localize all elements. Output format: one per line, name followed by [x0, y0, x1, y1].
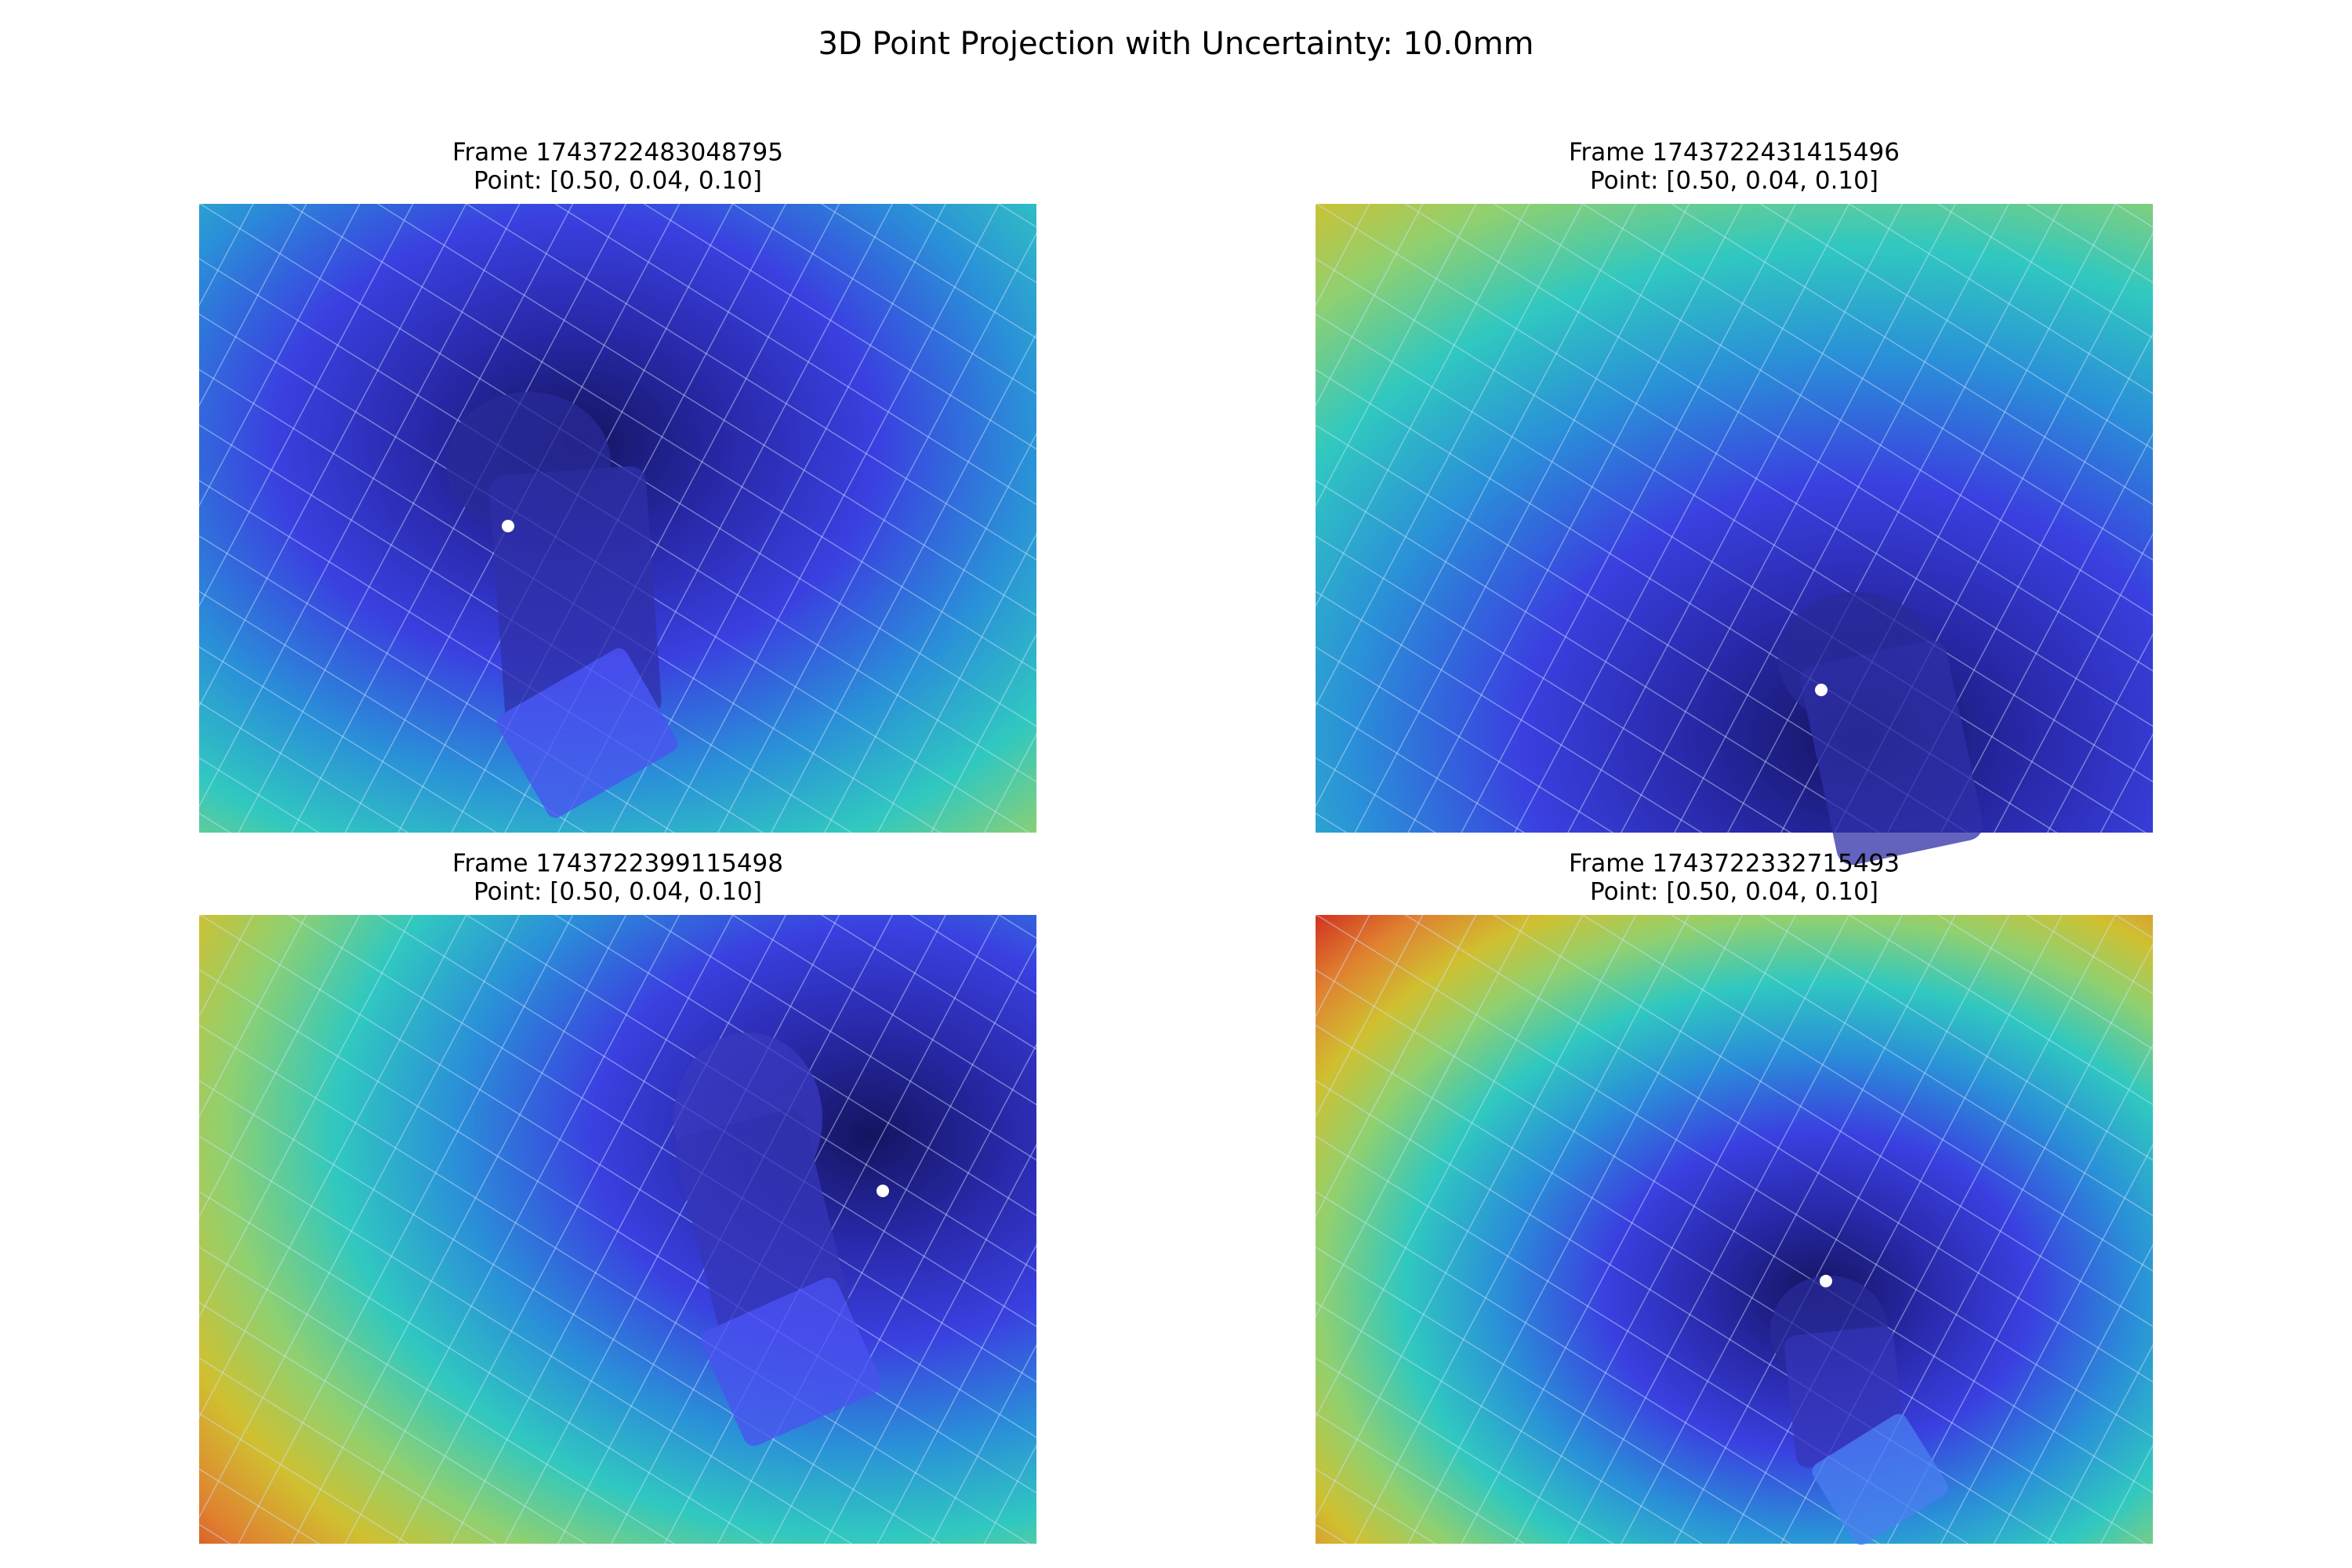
- projected-point: [877, 1185, 889, 1197]
- panel: Frame 1743722431415496 Point: [0.50, 0.0…: [1316, 139, 2153, 866]
- robot: [1770, 1276, 1948, 1545]
- frame-label: Frame 1743722399115498: [452, 850, 783, 878]
- figure-title: 3D Point Projection with Uncertainty: 10…: [818, 26, 1534, 62]
- point-label: Point: [0.50, 0.04, 0.10]: [474, 878, 762, 906]
- grid-overlay: [1316, 204, 2153, 833]
- point-label: Point: [0.50, 0.04, 0.10]: [474, 167, 762, 195]
- grid-overlay: [1316, 915, 2153, 1544]
- frame-label: Frame 1743722483048795: [452, 139, 783, 167]
- panel: Frame 1743722399115498 Point: [0.50, 0.0…: [199, 850, 1036, 1544]
- point-label: Point: [0.50, 0.04, 0.10]: [1590, 878, 1878, 906]
- frame-label: Frame 1743722431415496: [1569, 139, 1900, 167]
- panel: Frame 1743722332715493 Point: [0.50, 0.0…: [1316, 850, 2153, 1545]
- projected-point: [502, 520, 514, 532]
- robot: [673, 1033, 881, 1446]
- frame-label: Frame 1743722332715493: [1569, 850, 1900, 878]
- grid-overlay: [199, 915, 1036, 1544]
- projected-point: [1820, 1275, 1832, 1287]
- robot: [446, 392, 678, 818]
- panel: Frame 1743722483048795 Point: [0.50, 0.0…: [199, 139, 1036, 833]
- projected-point: [1815, 684, 1828, 696]
- point-label: Point: [0.50, 0.04, 0.10]: [1590, 167, 1878, 195]
